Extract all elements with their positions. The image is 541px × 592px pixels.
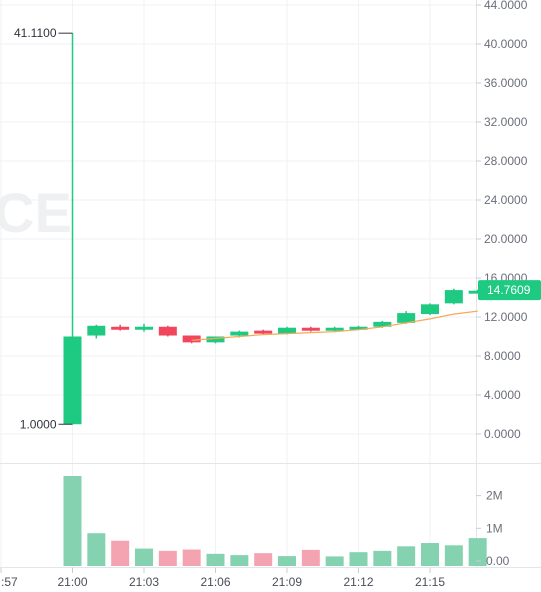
volume-bar bbox=[325, 556, 344, 566]
candle-body bbox=[468, 290, 487, 294]
price-tick-label: 8.0000 bbox=[484, 349, 521, 363]
candle-body bbox=[158, 326, 177, 336]
time-tick-label: 21:15 bbox=[415, 575, 445, 589]
price-tick-label: 28.0000 bbox=[484, 154, 528, 168]
candle-body bbox=[444, 290, 463, 304]
price-tick-label: 12.0000 bbox=[484, 310, 528, 324]
candle-body bbox=[301, 327, 320, 331]
low-label: 1.0000 bbox=[20, 417, 57, 431]
price-tick-label: 32.0000 bbox=[484, 115, 528, 129]
time-tick-label: 21:00 bbox=[57, 575, 87, 589]
volume-bar bbox=[206, 553, 225, 566]
candle-body bbox=[349, 326, 368, 330]
time-tick-label: 21:09 bbox=[272, 575, 302, 589]
high-label: 41.1100 bbox=[14, 26, 57, 40]
volume-bars bbox=[63, 476, 487, 566]
moving-average bbox=[191, 310, 478, 341]
last-price-label: 14.7609 bbox=[487, 283, 531, 297]
time-tick-label: 21:06 bbox=[200, 575, 230, 589]
volume-bar bbox=[468, 538, 487, 566]
watermark: CE bbox=[0, 181, 72, 244]
volume-bar bbox=[158, 550, 177, 566]
candle-body bbox=[182, 335, 201, 343]
volume-tick-label: 0.00 bbox=[486, 554, 510, 568]
price-tick-label: 20.0000 bbox=[484, 232, 528, 246]
candle-body bbox=[135, 326, 153, 330]
time-tick-label: 21:12 bbox=[343, 575, 373, 589]
price-axis[interactable]: 44.0000 40.0000 36.0000 32.0000 28.0000 24.00… bbox=[476, 0, 528, 441]
high-low-annotations: 41.1100 1.0000 bbox=[14, 26, 73, 431]
grid bbox=[0, 0, 541, 568]
volume-bar bbox=[63, 476, 82, 566]
volume-bar bbox=[182, 549, 201, 566]
candle-body bbox=[254, 330, 273, 334]
price-tick-label: 40.0000 bbox=[484, 37, 528, 51]
volume-bar bbox=[230, 555, 249, 566]
candle-body bbox=[325, 327, 344, 331]
time-axis[interactable]: :57 21:00 21:03 21:06 21:09 21:12 21:15 bbox=[0, 568, 445, 589]
volume-bar bbox=[421, 543, 439, 566]
time-tick-label: :57 bbox=[1, 575, 18, 589]
volume-bar bbox=[111, 540, 130, 566]
candle-body bbox=[206, 336, 225, 343]
volume-bar bbox=[254, 553, 273, 566]
volume-bar bbox=[373, 550, 392, 566]
candle-body bbox=[421, 304, 439, 315]
candle-body bbox=[111, 326, 130, 330]
volume-bar bbox=[278, 556, 296, 566]
volume-bar bbox=[87, 533, 106, 566]
time-tick-label: 21:03 bbox=[129, 575, 159, 589]
candle-body bbox=[87, 325, 106, 336]
candle-body bbox=[63, 336, 82, 425]
volume-axis[interactable]: 2M 1M 0.00 bbox=[476, 489, 510, 568]
volume-bar bbox=[349, 552, 368, 566]
price-tick-label: 36.0000 bbox=[484, 76, 528, 90]
volume-tick-label: 1M bbox=[486, 521, 503, 535]
candle-body bbox=[278, 327, 296, 334]
volume-bar bbox=[397, 546, 416, 566]
last-price-badge-bg bbox=[478, 280, 541, 301]
volume-bar bbox=[444, 545, 463, 566]
price-tick-label: 24.0000 bbox=[484, 193, 528, 207]
volume-tick-label: 2M bbox=[486, 489, 503, 503]
candle-body bbox=[230, 331, 249, 336]
volume-bar bbox=[135, 548, 153, 566]
price-tick-label: 4.0000 bbox=[484, 388, 521, 402]
price-tick-label: 44.0000 bbox=[484, 0, 528, 12]
last-price-badge: 14.7609 bbox=[478, 280, 541, 301]
candle-body bbox=[373, 321, 392, 327]
volume-bar bbox=[301, 549, 320, 566]
ma-line bbox=[191, 310, 478, 341]
price-tick-label: 0.0000 bbox=[484, 427, 521, 441]
price-candles bbox=[63, 33, 487, 425]
candle-body bbox=[397, 313, 416, 323]
